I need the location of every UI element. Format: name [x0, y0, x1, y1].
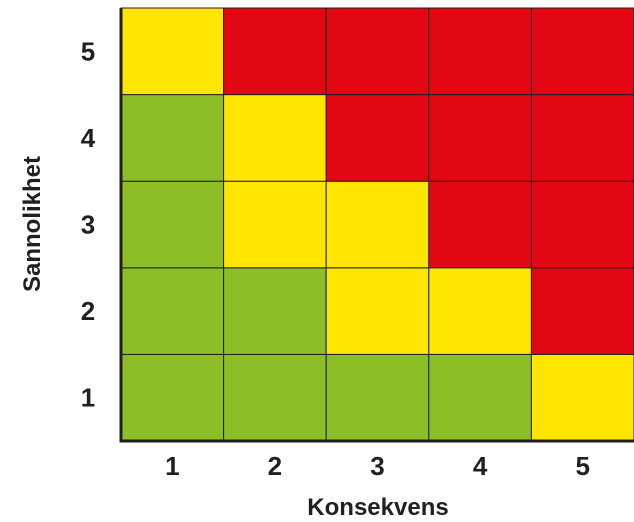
y-axis-label: Sannolikhet — [19, 156, 46, 292]
cell-x4-y3 — [428, 180, 532, 269]
x-tick-label: 1 — [165, 451, 179, 481]
cell-x2-y2 — [223, 267, 327, 355]
cell-x1-y2 — [120, 267, 225, 355]
cell-x5-y3 — [530, 180, 634, 269]
y-tick-label: 2 — [81, 296, 95, 326]
heatmap-cells — [120, 7, 634, 442]
cell-x3-y1 — [325, 353, 430, 442]
y-tick-label: 3 — [81, 210, 95, 240]
cell-x2-y1 — [223, 353, 327, 442]
axes — [119, 8, 634, 443]
x-tick-label: 4 — [473, 451, 488, 481]
cell-x5-y4 — [530, 94, 634, 182]
y-tick-label: 5 — [81, 36, 95, 66]
cell-x4-y2 — [428, 267, 532, 355]
cell-x1-y1 — [120, 353, 225, 442]
cell-x3-y4 — [325, 94, 430, 182]
cell-x4-y1 — [428, 353, 532, 442]
cell-x2-y3 — [223, 180, 327, 269]
cell-x5-y5 — [530, 7, 634, 96]
x-tick-labels: 1 2 3 4 5 — [165, 451, 590, 481]
x-tick-label: 5 — [575, 451, 589, 481]
cell-x5-y2 — [530, 267, 634, 355]
cell-x5-y1 — [530, 353, 634, 442]
cell-x1-y3 — [120, 180, 225, 269]
cell-x3-y5 — [325, 7, 430, 96]
cell-x4-y5 — [428, 7, 532, 96]
y-tick-label: 4 — [81, 123, 96, 153]
cell-x2-y4 — [223, 94, 327, 182]
cell-x3-y3 — [325, 180, 430, 269]
x-tick-label: 3 — [370, 451, 384, 481]
y-tick-label: 1 — [81, 383, 95, 413]
x-tick-label: 2 — [268, 451, 282, 481]
cell-x1-y4 — [120, 94, 225, 182]
cell-x4-y4 — [428, 94, 532, 182]
x-axis-label: Konsekvens — [307, 494, 448, 521]
cell-x1-y5 — [120, 7, 225, 96]
cell-x2-y5 — [223, 7, 327, 96]
cell-x3-y2 — [325, 267, 430, 355]
y-tick-labels: 1 2 3 4 5 — [81, 36, 96, 412]
